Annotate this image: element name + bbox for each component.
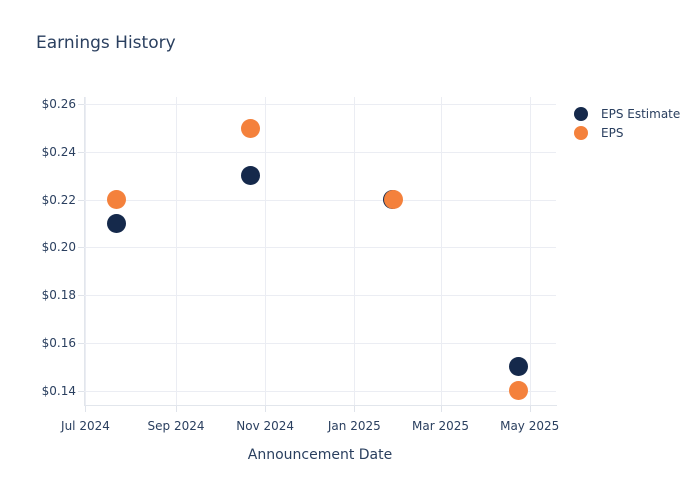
x-tick-label: Sep 2024: [147, 419, 205, 433]
data-point-eps-estimate[interactable]: [508, 357, 528, 377]
x-tick-label: May 2025: [500, 419, 560, 433]
legend-label: EPS Estimate: [601, 106, 681, 121]
gridline-x: [529, 97, 531, 405]
data-point-eps-estimate[interactable]: [106, 214, 126, 234]
gridline-y: [84, 390, 556, 392]
gridline-x: [265, 97, 267, 405]
gridline-y: [84, 342, 556, 344]
data-point-eps[interactable]: [241, 118, 261, 138]
legend-item-eps-estimate[interactable]: EPS Estimate: [574, 104, 680, 123]
y-tick-label: $0.14: [41, 383, 76, 398]
x-axis-tick: [440, 406, 442, 412]
y-tick-label: $0.16: [41, 335, 76, 350]
y-axis-tick: [78, 199, 84, 201]
x-tick-label: Jan 2025: [327, 419, 381, 433]
data-point-eps[interactable]: [106, 190, 126, 210]
y-axis-tick: [78, 295, 84, 297]
y-axis-tick: [78, 342, 84, 344]
gridline-x: [176, 97, 178, 405]
gridline-y: [84, 295, 556, 297]
x-axis-tick: [176, 406, 178, 412]
y-tick-label: $0.22: [41, 192, 76, 207]
chart-title: Earnings History: [36, 33, 176, 53]
y-tick-label: $0.26: [41, 97, 76, 112]
data-point-eps[interactable]: [384, 190, 404, 210]
x-axis-tick: [354, 406, 356, 412]
gridline-y: [84, 199, 556, 201]
data-point-eps-estimate[interactable]: [241, 166, 261, 186]
y-tick-label: $0.20: [41, 240, 76, 255]
gridline-y: [84, 151, 556, 153]
x-axis-tick: [265, 406, 267, 412]
plot-area: [84, 97, 557, 406]
x-axis-title: Announcement Date: [247, 447, 393, 463]
legend-item-eps[interactable]: EPS: [574, 123, 680, 142]
data-point-eps[interactable]: [508, 381, 528, 401]
legend-label: EPS: [601, 125, 624, 140]
x-tick-label: Nov 2024: [236, 419, 295, 433]
y-axis-tick: [78, 151, 84, 153]
y-tick-label: $0.24: [41, 144, 76, 159]
gridline-y: [84, 104, 556, 106]
gridline-x: [354, 97, 356, 405]
gridline-x: [85, 97, 87, 405]
y-axis-tick: [78, 390, 84, 392]
x-axis-tick: [85, 406, 87, 412]
eps-marker-icon: [574, 125, 588, 140]
y-tick-label: $0.18: [41, 288, 76, 303]
gridline-x: [440, 97, 442, 405]
x-tick-label: Mar 2025: [412, 419, 470, 433]
x-axis-tick: [529, 406, 531, 412]
y-axis-tick: [78, 247, 84, 249]
x-tick-label: Jul 2024: [61, 419, 110, 433]
y-axis-tick: [78, 104, 84, 106]
gridline-y: [84, 247, 556, 249]
legend: EPS Estimate EPS: [574, 104, 680, 142]
eps-estimate-marker-icon: [574, 106, 588, 121]
